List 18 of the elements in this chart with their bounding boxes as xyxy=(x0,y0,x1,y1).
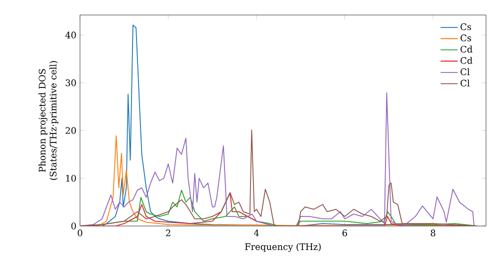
x-tick-label: 0 xyxy=(78,230,82,236)
y-axis-title: Phonon projected DOS (States/THz·primitive cell) xyxy=(38,61,58,180)
legend-label: Cd xyxy=(460,46,472,53)
x-tick-label: 4 xyxy=(254,230,259,236)
y-tick-label: 30 xyxy=(66,79,76,86)
y-tick-label: 10 xyxy=(66,174,76,182)
x-tick-label: 8 xyxy=(430,230,436,236)
legend-label: Cd xyxy=(460,56,472,64)
y-tick-label: 0 xyxy=(71,222,76,230)
x-axis-title: Frequency (THz) xyxy=(245,243,321,252)
legend-label: Cs xyxy=(460,23,472,30)
y-tick-label: 20 xyxy=(66,127,76,134)
legend-label: Cl xyxy=(460,68,470,76)
legend-label: Cl xyxy=(460,80,470,87)
y-tick-label: 40 xyxy=(65,32,76,38)
x-tick-label: 6 xyxy=(342,230,348,236)
x-tick-label: 2 xyxy=(166,230,170,236)
legend-label: Cs xyxy=(460,34,472,42)
